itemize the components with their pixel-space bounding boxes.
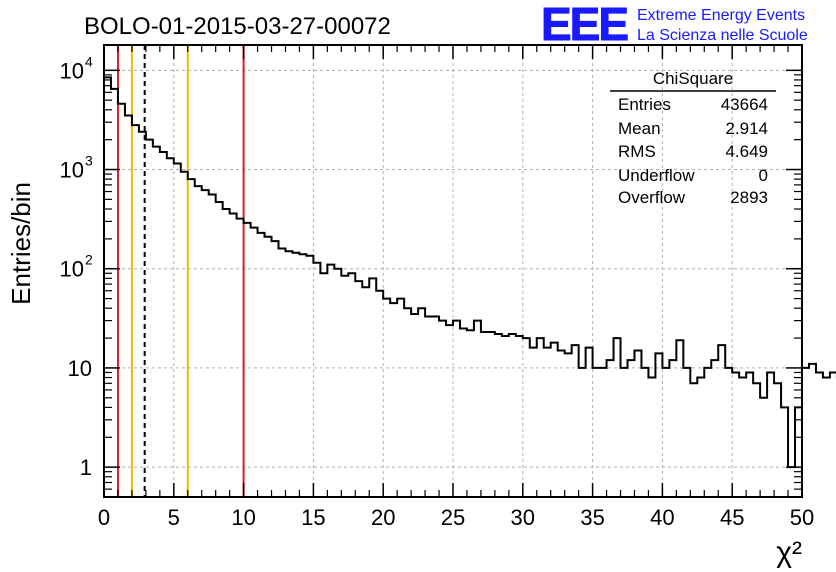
marker-lines — [116, 45, 245, 497]
logo-line1: Extreme Energy Events — [637, 7, 805, 24]
y-tick-label: 10 — [60, 257, 84, 282]
x-tick-label: 15 — [301, 505, 325, 530]
x-tick-label: 35 — [580, 505, 604, 530]
stats-value-rms: 4.649 — [725, 142, 768, 161]
stats-label-underflow: Underflow — [618, 166, 695, 185]
logo-line2: La Scienza nelle Scuole — [637, 27, 808, 44]
stats-label-rms: RMS — [618, 142, 656, 161]
stats-label-mean: Mean — [618, 119, 661, 138]
eee-logo: EEE — [541, 0, 627, 50]
y-tick-label: 10 — [60, 58, 84, 83]
x-axis-label: χ² — [776, 536, 802, 569]
x-tick-label: 45 — [720, 505, 744, 530]
y-tick-exponent: 2 — [85, 252, 93, 268]
histogram-series — [103, 76, 836, 497]
run-title: BOLO-01-2015-03-27-00072 — [84, 13, 391, 40]
x-tick-label: 0 — [98, 505, 110, 530]
stats-value-mean: 2.914 — [725, 119, 768, 138]
stats-value-overflow: 2893 — [730, 188, 768, 207]
x-tick-label: 40 — [650, 505, 674, 530]
grid — [104, 45, 802, 497]
stats-title: ChiSquare — [653, 69, 733, 88]
axes — [103, 44, 803, 498]
x-tick-label: 10 — [231, 505, 255, 530]
x-tick-label: 50 — [790, 505, 814, 530]
stats-value-underflow: 0 — [759, 166, 768, 185]
y-tick-exponent: 3 — [85, 153, 93, 169]
y-tick-label: 1 — [80, 455, 92, 480]
x-tick-label: 30 — [511, 505, 535, 530]
plot-frame — [103, 44, 803, 498]
stats-value-entries: 43664 — [721, 95, 768, 114]
x-tick-label: 5 — [168, 505, 180, 530]
stats-box: ChiSquare Entries 43664 Mean 2.914 RMS 4… — [610, 69, 776, 207]
y-axis-label: Entries/bin — [6, 182, 36, 305]
y-tick-label: 10 — [68, 356, 92, 381]
y-tick-label: 10 — [60, 158, 84, 183]
x-tick-label: 20 — [371, 505, 395, 530]
x-tick-label: 25 — [441, 505, 465, 530]
stats-label-entries: Entries — [618, 95, 671, 114]
y-tick-exponent: 4 — [85, 53, 93, 69]
stats-label-overflow: Overflow — [618, 188, 686, 207]
